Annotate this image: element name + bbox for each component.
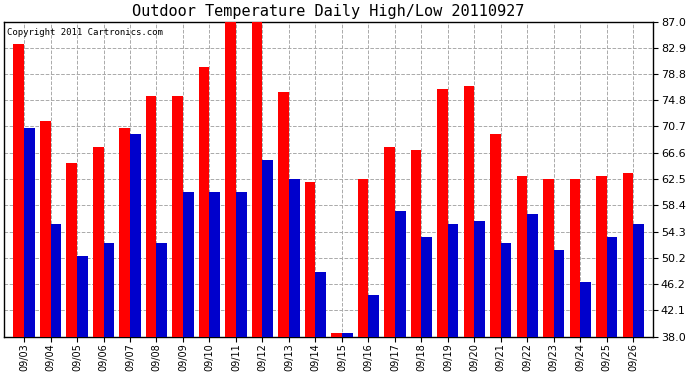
Bar xyxy=(342,333,353,337)
Bar xyxy=(252,22,262,337)
Bar xyxy=(422,237,432,337)
Bar xyxy=(199,67,210,337)
Bar xyxy=(236,192,246,337)
Bar xyxy=(331,333,342,337)
Bar xyxy=(226,22,236,337)
Bar xyxy=(358,179,368,337)
Bar xyxy=(501,243,511,337)
Bar xyxy=(210,192,220,337)
Bar xyxy=(464,86,475,337)
Bar xyxy=(289,179,299,337)
Bar xyxy=(411,150,422,337)
Bar xyxy=(66,163,77,337)
Bar xyxy=(172,96,183,337)
Bar xyxy=(527,214,538,337)
Bar xyxy=(183,192,194,337)
Bar xyxy=(491,134,501,337)
Bar xyxy=(278,92,289,337)
Bar xyxy=(157,243,167,337)
Bar xyxy=(262,160,273,337)
Bar xyxy=(554,250,564,337)
Bar xyxy=(475,221,485,337)
Bar xyxy=(368,295,379,337)
Bar xyxy=(570,179,580,337)
Bar xyxy=(119,128,130,337)
Bar xyxy=(633,224,644,337)
Bar xyxy=(104,243,114,337)
Bar xyxy=(517,176,527,337)
Bar xyxy=(395,211,406,337)
Bar xyxy=(607,237,618,337)
Bar xyxy=(315,272,326,337)
Text: Copyright 2011 Cartronics.com: Copyright 2011 Cartronics.com xyxy=(8,28,164,37)
Bar xyxy=(305,182,315,337)
Title: Outdoor Temperature Daily High/Low 20110927: Outdoor Temperature Daily High/Low 20110… xyxy=(132,4,525,19)
Bar xyxy=(384,147,395,337)
Bar xyxy=(437,89,448,337)
Bar xyxy=(596,176,607,337)
Bar xyxy=(130,134,141,337)
Bar xyxy=(93,147,104,337)
Bar xyxy=(13,44,24,337)
Bar xyxy=(24,128,34,337)
Bar xyxy=(40,122,50,337)
Bar xyxy=(146,96,157,337)
Bar xyxy=(623,173,633,337)
Bar xyxy=(50,224,61,337)
Bar xyxy=(448,224,458,337)
Bar xyxy=(580,282,591,337)
Bar xyxy=(543,179,554,337)
Bar xyxy=(77,256,88,337)
